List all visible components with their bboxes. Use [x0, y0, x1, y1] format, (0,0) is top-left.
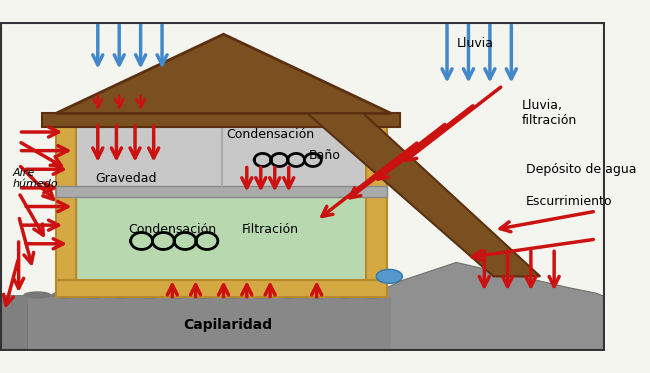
Ellipse shape [376, 269, 402, 283]
Text: Lluvia: Lluvia [456, 37, 493, 50]
Ellipse shape [79, 291, 107, 299]
Ellipse shape [51, 291, 79, 299]
Ellipse shape [247, 291, 275, 299]
Text: Condensación: Condensación [226, 128, 314, 141]
Ellipse shape [331, 291, 359, 299]
Text: Aire
húmedo: Aire húmedo [13, 168, 58, 189]
FancyBboxPatch shape [56, 186, 387, 197]
Text: Capilaridad: Capilaridad [183, 318, 273, 332]
Ellipse shape [303, 291, 331, 299]
Ellipse shape [163, 291, 191, 299]
Ellipse shape [23, 291, 51, 299]
Polygon shape [75, 46, 372, 113]
Ellipse shape [219, 291, 247, 299]
Text: Gravedad: Gravedad [95, 172, 157, 185]
FancyBboxPatch shape [56, 280, 387, 297]
Text: Baño: Baño [309, 149, 341, 162]
Polygon shape [28, 297, 391, 351]
FancyBboxPatch shape [42, 113, 400, 127]
FancyBboxPatch shape [56, 126, 76, 280]
Ellipse shape [359, 291, 387, 299]
FancyBboxPatch shape [76, 123, 366, 186]
Text: Depósito de agua: Depósito de agua [526, 163, 637, 176]
Text: Condensación: Condensación [128, 223, 216, 236]
Ellipse shape [135, 291, 163, 299]
Polygon shape [363, 262, 605, 351]
Polygon shape [307, 113, 540, 276]
FancyBboxPatch shape [366, 126, 387, 280]
Polygon shape [56, 34, 391, 113]
Ellipse shape [191, 291, 219, 299]
Text: Lluvia,
filtración: Lluvia, filtración [521, 99, 577, 128]
Polygon shape [363, 267, 605, 351]
Text: Escurrimiento: Escurrimiento [526, 195, 613, 209]
Text: Filtración: Filtración [242, 223, 298, 236]
Polygon shape [28, 300, 382, 351]
Ellipse shape [275, 291, 303, 299]
FancyBboxPatch shape [76, 196, 366, 280]
Ellipse shape [107, 291, 135, 299]
Polygon shape [0, 295, 605, 351]
